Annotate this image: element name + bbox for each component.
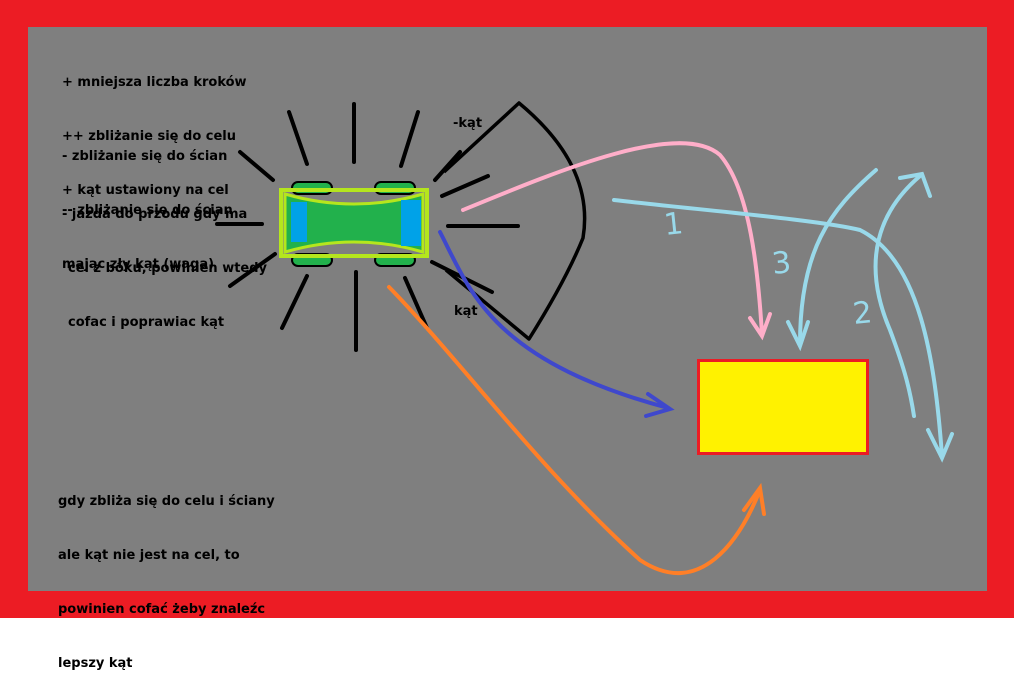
forward-rule-line-1: - jazda do przodu gdy ma: [62, 207, 248, 222]
diagram-drawing: [215, 101, 954, 575]
penalty-approach-walls-bad-angle: -- zbliżanie się do ścian: [62, 203, 233, 218]
reward-fewer-steps: + mniejsza liczba kroków: [62, 75, 247, 90]
bottom-rule-line-1: gdy zbliża się do celu i ściany: [58, 494, 275, 509]
bottom-rule-line-3: powinien cofać żeby znaleźc: [58, 602, 266, 617]
orange-arrow: [387, 285, 766, 575]
bottom-rule-line-4: lepszy kąt: [58, 656, 133, 671]
sensor-ray: [287, 110, 309, 166]
forward-rule-line-2: cel z boku, powinien wtedy: [68, 261, 268, 276]
sensor-ray: [403, 276, 429, 330]
blue-arrow: [438, 230, 675, 418]
target-zone: [697, 359, 869, 455]
penalties-list: - zbliżanie się do ścian -- zbliżanie si…: [62, 112, 233, 292]
penalty-approach-walls: - zbliżanie się do ścian: [62, 149, 228, 164]
car-icon: [279, 181, 429, 267]
sensor-ray: [433, 150, 462, 182]
sensor-ray: [440, 174, 490, 198]
forward-rule-line-3: cofac i poprawiac kąt: [68, 315, 225, 330]
path-label-3: 3: [770, 245, 793, 282]
penalty-bad-angle-weight: mając zły kąt (waga): [62, 257, 215, 272]
negative-angle-label: -kąt: [453, 116, 483, 131]
gray-canvas: [28, 27, 987, 591]
light-blue-arrows: [612, 168, 954, 463]
path-label-2: 2: [851, 295, 874, 332]
field-of-view-arc: [442, 101, 587, 341]
path-1-arrow: [612, 198, 944, 458]
sensor-ray: [238, 150, 275, 182]
path-2-arrow: [873, 174, 922, 418]
sensor-ray: [228, 252, 277, 288]
path-3-arrow: [798, 168, 878, 346]
positive-angle-label: kąt: [454, 304, 478, 319]
sensor-ray: [399, 110, 420, 168]
reward-approach-target: ++ zbliżanie się do celu: [62, 129, 237, 144]
rewards-list: + mniejsza liczba kroków ++ zbliżanie si…: [62, 38, 247, 218]
sensor-ray: [280, 274, 309, 330]
reward-angle-on-target: + kąt ustawiony na cel: [62, 183, 229, 198]
sensor-rays: [215, 102, 520, 352]
bottom-rule-line-2: ale kąt nie jest na cel, to: [58, 548, 240, 563]
forward-rule-note: - jazda do przodu gdy ma cel z boku, pow…: [62, 170, 267, 350]
path-label-1: 1: [662, 206, 685, 243]
pink-arrow: [461, 141, 772, 341]
